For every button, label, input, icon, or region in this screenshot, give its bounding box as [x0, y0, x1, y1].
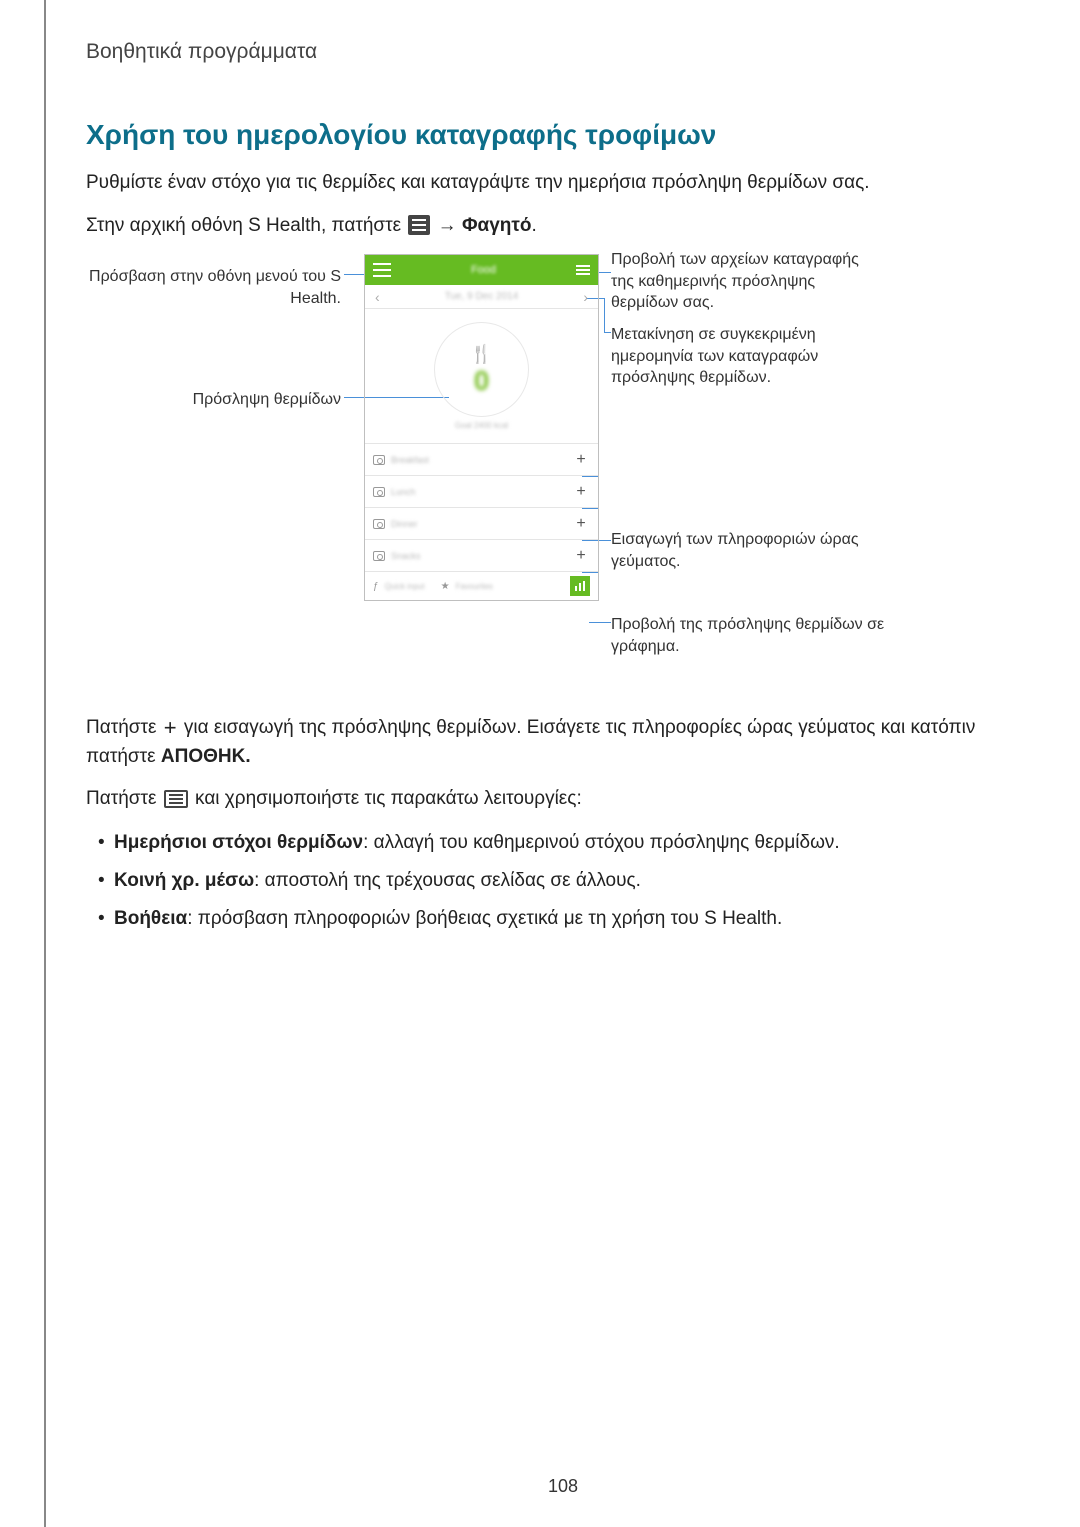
text: Πατήστε [86, 717, 162, 738]
callout-view-logs: Προβολή των αρχείων καταγραφής της καθημ… [611, 249, 881, 314]
text: και χρησιμοποιήστε τις παρακάτω λειτουργ… [195, 788, 582, 809]
bullet-dot: • [86, 866, 114, 896]
bold-term: Κοινή χρ. μέσω [114, 870, 254, 891]
bottom-bar: ƒ Quick input ★ Favourites [365, 572, 598, 600]
callout-enter-meal: Εισαγωγή των πληροφοριών ώρας γεύματος. [611, 529, 881, 572]
menu-icon [164, 790, 188, 808]
callout-date-nav: Μετακίνηση σε συγκεκριμένη ημερομηνία τω… [611, 324, 881, 389]
meal-label: Dinner [391, 519, 418, 529]
meal-left: Snacks [373, 551, 421, 561]
camera-icon[interactable] [373, 455, 385, 465]
breadcrumb: Βοηθητικά προγράμματα [86, 40, 1020, 64]
bullet-list: • Ημερήσιοι στόχοι θερμίδων: αλλαγή του … [86, 828, 1020, 935]
text: Πατήστε [86, 788, 162, 809]
callout-calorie-intake: Πρόσληψη θερμίδων [81, 389, 341, 411]
text: → [438, 215, 462, 236]
rest-text: : πρόσβαση πληροφοριών βοήθειας σχετικά … [187, 908, 782, 929]
callout-view-graph: Προβολή της πρόσληψης θερμίδων σε γράφημ… [611, 614, 891, 657]
app-title: Food [471, 264, 496, 276]
para-tap-menu: Πατήστε και χρησιμοποιήστε τις παρακάτω … [86, 785, 1020, 814]
add-meal-button[interactable]: + [572, 483, 590, 501]
phone-mockup: Food ‹ Tue, 9 Dec 2014 › 🍴 0 Goal 2400 k… [364, 254, 599, 601]
bold-term: Ημερήσιοι στόχοι θερμίδων [114, 832, 363, 853]
para-tap-plus: Πατήστε + για εισαγωγή της πρόσληψης θερ… [86, 714, 1020, 771]
callout-menu-access: Πρόσβαση στην οθόνη μενού του S Health. [81, 266, 341, 309]
meal-label: Snacks [391, 551, 421, 561]
meal-row-lunch: Lunch + [365, 476, 598, 508]
meal-row-dinner: Dinner + [365, 508, 598, 540]
bold-term: Βοήθεια [114, 908, 187, 929]
quick-icon[interactable]: ƒ [373, 581, 379, 592]
add-meal-button[interactable]: + [572, 515, 590, 533]
meal-label: Breakfast [391, 455, 429, 465]
fav-label: Favourites [456, 582, 493, 591]
app-header: Food [365, 255, 598, 285]
camera-icon[interactable] [373, 487, 385, 497]
leader-line [604, 332, 611, 333]
calorie-summary: 🍴 0 Goal 2400 kcal [365, 309, 598, 444]
para-intro: Ρυθμίστε έναν στόχο για τις θερμίδες και… [86, 169, 1020, 198]
log-list-icon[interactable] [576, 265, 590, 275]
quick-label: Quick input [385, 582, 425, 591]
meal-left: Dinner [373, 519, 418, 529]
add-meal-button[interactable]: + [572, 451, 590, 469]
leader-line [604, 298, 605, 332]
add-meal-button[interactable]: + [572, 547, 590, 565]
meal-row-snacks: Snacks + [365, 540, 598, 572]
rest-text: : αποστολή της τρέχουσας σελίδας σε άλλο… [254, 870, 641, 891]
list-item: • Βοήθεια: πρόσβαση πληροφοριών βοήθειας… [86, 904, 1020, 934]
menu-item-food: Φαγητό [462, 215, 532, 236]
meal-label: Lunch [391, 487, 416, 497]
chevron-right-icon[interactable]: › [583, 289, 588, 305]
bar-chart-icon [574, 580, 586, 592]
bullet-dot: • [86, 828, 114, 858]
star-icon[interactable]: ★ [441, 581, 450, 592]
camera-icon[interactable] [373, 551, 385, 561]
calorie-goal: Goal 2400 kcal [455, 421, 508, 430]
hamburger-icon [408, 215, 430, 235]
text: Στην αρχική οθόνη S Health, πατήστε [86, 215, 406, 236]
list-text: Κοινή χρ. μέσω: αποστολή της τρέχουσας σ… [114, 866, 641, 896]
leader-line [589, 622, 611, 623]
fork-knife-icon: 🍴 [470, 344, 492, 365]
plus-icon: + [164, 717, 177, 739]
camera-icon[interactable] [373, 519, 385, 529]
page-number: 108 [548, 1476, 578, 1497]
list-text: Βοήθεια: πρόσβαση πληροφοριών βοήθειας σ… [114, 904, 782, 934]
figure-container: Πρόσβαση στην οθόνη μενού του S Health. … [86, 254, 1020, 674]
list-item: • Κοινή χρ. μέσω: αποστολή της τρέχουσας… [86, 866, 1020, 896]
calorie-circle: 🍴 0 [434, 322, 529, 417]
text: . [531, 215, 536, 236]
list-text: Ημερήσιοι στόχοι θερμίδων: αλλαγή του κα… [114, 828, 840, 858]
calorie-value: 0 [474, 367, 490, 395]
bullet-dot: • [86, 904, 114, 934]
rest-text: : αλλαγή του καθημερινού στόχου πρόσληψη… [363, 832, 840, 853]
date-navigator: ‹ Tue, 9 Dec 2014 › [365, 285, 598, 309]
meal-left: Lunch [373, 487, 416, 497]
chevron-left-icon[interactable]: ‹ [375, 289, 380, 305]
meal-row-breakfast: Breakfast + [365, 444, 598, 476]
section-title: Χρήση του ημερολογίου καταγραφής τροφίμω… [86, 119, 1020, 151]
list-item: • Ημερήσιοι στόχοι θερμίδων: αλλαγή του … [86, 828, 1020, 858]
para-home-tap: Στην αρχική οθόνη S Health, πατήστε → Φα… [86, 212, 1020, 241]
save-label: ΑΠΟΘΗΚ. [161, 746, 251, 767]
meal-left: Breakfast [373, 455, 429, 465]
hamburger-icon[interactable] [373, 263, 391, 277]
date-label: Tue, 9 Dec 2014 [445, 291, 519, 302]
chart-button[interactable] [570, 576, 590, 596]
page-container: Βοηθητικά προγράμματα Χρήση του ημερολογ… [44, 0, 1080, 1527]
